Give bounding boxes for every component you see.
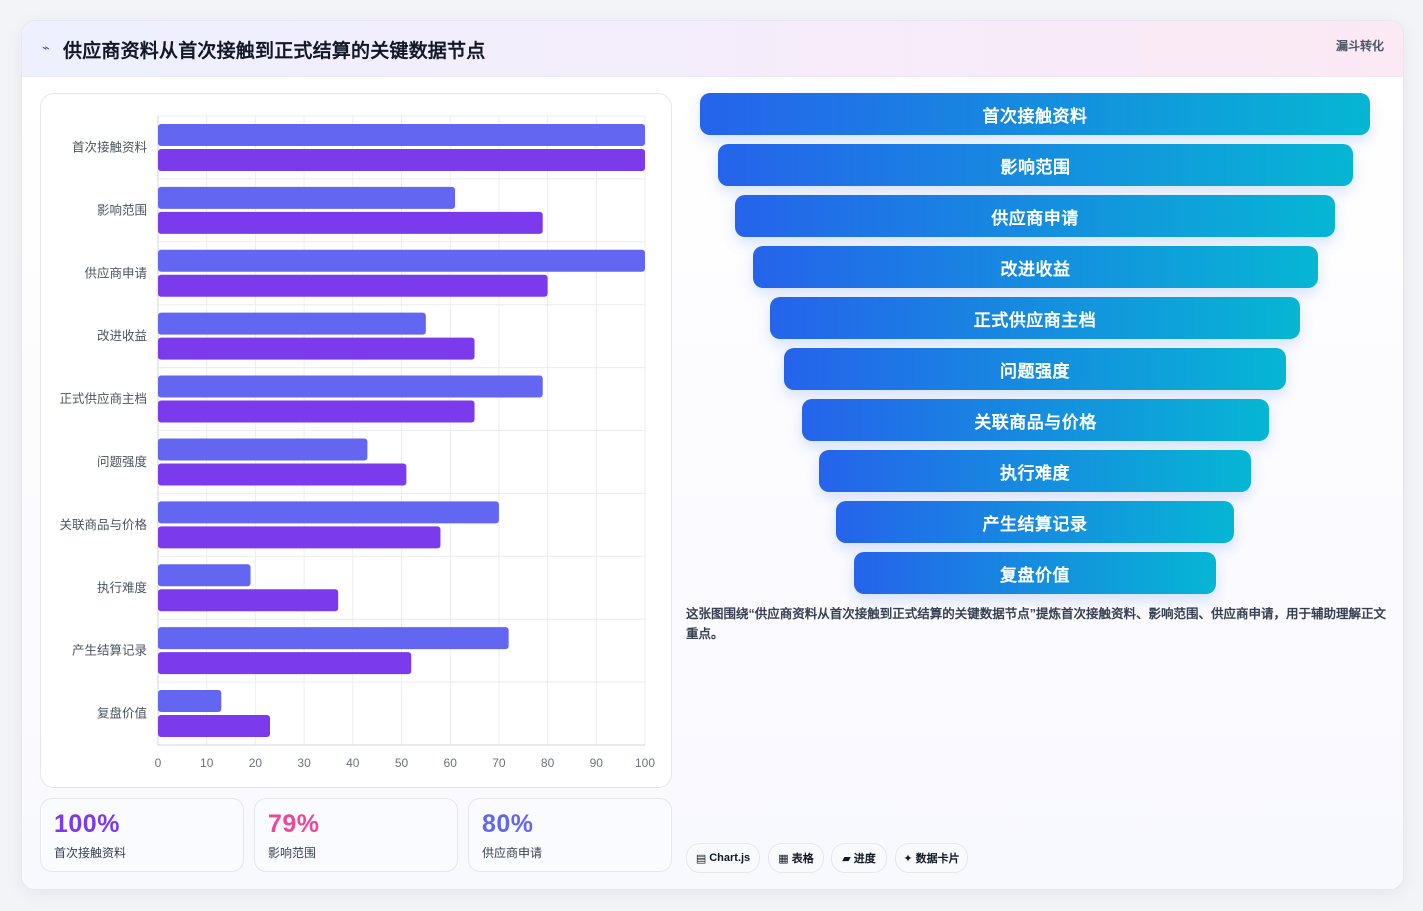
kpi-label: 首次接触资料 bbox=[54, 846, 127, 860]
progress-icon: ▰ bbox=[842, 852, 851, 865]
x-tick-label: 60 bbox=[444, 756, 458, 770]
kpi-value: 79% bbox=[268, 810, 320, 838]
pill-datacard[interactable]: ✦ 数据卡片 bbox=[895, 843, 968, 873]
chart-type-tag: 漏斗转化 bbox=[1335, 39, 1384, 53]
kpi-label: 供应商申请 bbox=[482, 846, 543, 860]
bar-chart-panel: 0 10 20 30 40 50 60 70 80 90 100 首次接触资料影响范围供应商申请改进收… bbox=[40, 93, 672, 788]
bar bbox=[158, 652, 412, 675]
funnel-step: 产生结算记录 bbox=[836, 501, 1234, 543]
chart-icon: ▤ bbox=[695, 852, 707, 865]
funnel-step: 影响范围 bbox=[718, 144, 1353, 186]
bar bbox=[158, 148, 645, 171]
funnel-step: 供应商申请 bbox=[735, 195, 1335, 237]
bar bbox=[158, 526, 441, 549]
page-title: 供应商资料从首次接触到正式结算的关键数据节点 bbox=[63, 41, 486, 62]
funnel-step: 关联商品与价格 bbox=[802, 399, 1269, 441]
kpi-value: 100% bbox=[54, 810, 120, 838]
x-tick-label: 0 bbox=[155, 756, 162, 770]
y-tick-label: 问题强度 bbox=[97, 454, 148, 469]
bar bbox=[158, 375, 543, 398]
funnel-step: 改进收益 bbox=[753, 246, 1318, 288]
pill-label: 进度 bbox=[853, 853, 876, 865]
bar bbox=[158, 211, 543, 234]
x-tick-label: 100 bbox=[635, 756, 655, 770]
pill-progress[interactable]: ▰ 进度 bbox=[831, 843, 887, 873]
x-tick-label: 70 bbox=[492, 756, 506, 770]
chart-description: 这张图围绕“供应商资料从首次接触到正式结算的关键数据节点”提炼首次接触资料、影响… bbox=[686, 607, 1387, 641]
bar bbox=[158, 589, 339, 612]
funnel-step: 正式供应商主档 bbox=[770, 297, 1300, 339]
pill-label: Chart.js bbox=[709, 852, 751, 864]
table-icon: ▦ bbox=[778, 852, 789, 865]
bar bbox=[158, 715, 271, 738]
x-tick-label: 30 bbox=[297, 756, 311, 770]
bar bbox=[158, 400, 475, 423]
kpi-label: 影响范围 bbox=[268, 846, 317, 860]
bar bbox=[158, 627, 509, 650]
x-tick-label: 10 bbox=[200, 756, 214, 770]
x-tick-label: 20 bbox=[249, 756, 263, 770]
card-body: 0 10 20 30 40 50 60 70 80 90 100 首次接触资料 影响范围 供应商申请 改进收… bbox=[22, 77, 1403, 889]
bar bbox=[158, 249, 645, 272]
bar bbox=[158, 690, 222, 713]
bar bbox=[158, 312, 426, 335]
bar bbox=[158, 564, 251, 587]
card-header: ⌁ 供应商资料从首次接触到正式结算的关键数据节点 漏斗转化 bbox=[22, 21, 1403, 77]
bar bbox=[158, 274, 548, 297]
y-tick-label: 影响范围 bbox=[97, 202, 147, 217]
y-tick-label: 改进收益 bbox=[97, 329, 147, 343]
pill-label: 表格 bbox=[791, 853, 814, 865]
y-tick-label: 复盘价值 bbox=[97, 706, 147, 721]
kpi-card-1: 100% 首次接触资料 bbox=[40, 798, 244, 872]
pill-chartjs[interactable]: ▤ Chart.js bbox=[686, 843, 760, 873]
report-card: ⌁ 供应商资料从首次接触到正式结算的关键数据节点 漏斗转化 0 10 20 30 40 5… bbox=[21, 20, 1404, 890]
y-tick-label: 执行难度 bbox=[97, 580, 148, 595]
y-tick-label: 正式供应商主档 bbox=[59, 391, 147, 406]
pill-table[interactable]: ▦ 表格 bbox=[768, 843, 824, 873]
y-tick-label: 供应商申请 bbox=[84, 265, 147, 280]
x-tick-label: 40 bbox=[346, 756, 360, 770]
funnel-step: 问题强度 bbox=[784, 348, 1286, 390]
kpi-value: 80% bbox=[482, 810, 534, 838]
funnel-step: 复盘价值 bbox=[854, 552, 1216, 594]
y-tick-label: 关联商品与价格 bbox=[59, 517, 147, 532]
kpi-card-2: 79% 影响范围 bbox=[254, 798, 458, 872]
x-tick-label: 80 bbox=[541, 756, 555, 770]
trend-icon: ⌁ bbox=[42, 40, 50, 55]
funnel-step: 执行难度 bbox=[819, 450, 1251, 492]
y-tick-label: 首次接触资料 bbox=[72, 139, 148, 154]
bar bbox=[158, 438, 368, 461]
pill-label: 数据卡片 bbox=[915, 853, 960, 865]
y-tick-label: 产生结算记录 bbox=[72, 643, 147, 658]
x-tick-label: 50 bbox=[395, 756, 409, 770]
bar bbox=[158, 501, 499, 524]
bar bbox=[158, 463, 407, 486]
sparkle-icon: ✦ bbox=[903, 852, 913, 865]
funnel-step: 首次接触资料 bbox=[700, 93, 1370, 135]
x-tick-label: 90 bbox=[590, 756, 604, 770]
bar-chart: 0 10 20 30 40 50 60 70 80 90 100 首次接触资料影响范围供应商申请改进收… bbox=[59, 115, 655, 770]
bar bbox=[158, 337, 475, 360]
bar bbox=[158, 123, 645, 146]
kpi-card-3: 80% 供应商申请 bbox=[468, 798, 672, 872]
bar bbox=[158, 186, 456, 209]
